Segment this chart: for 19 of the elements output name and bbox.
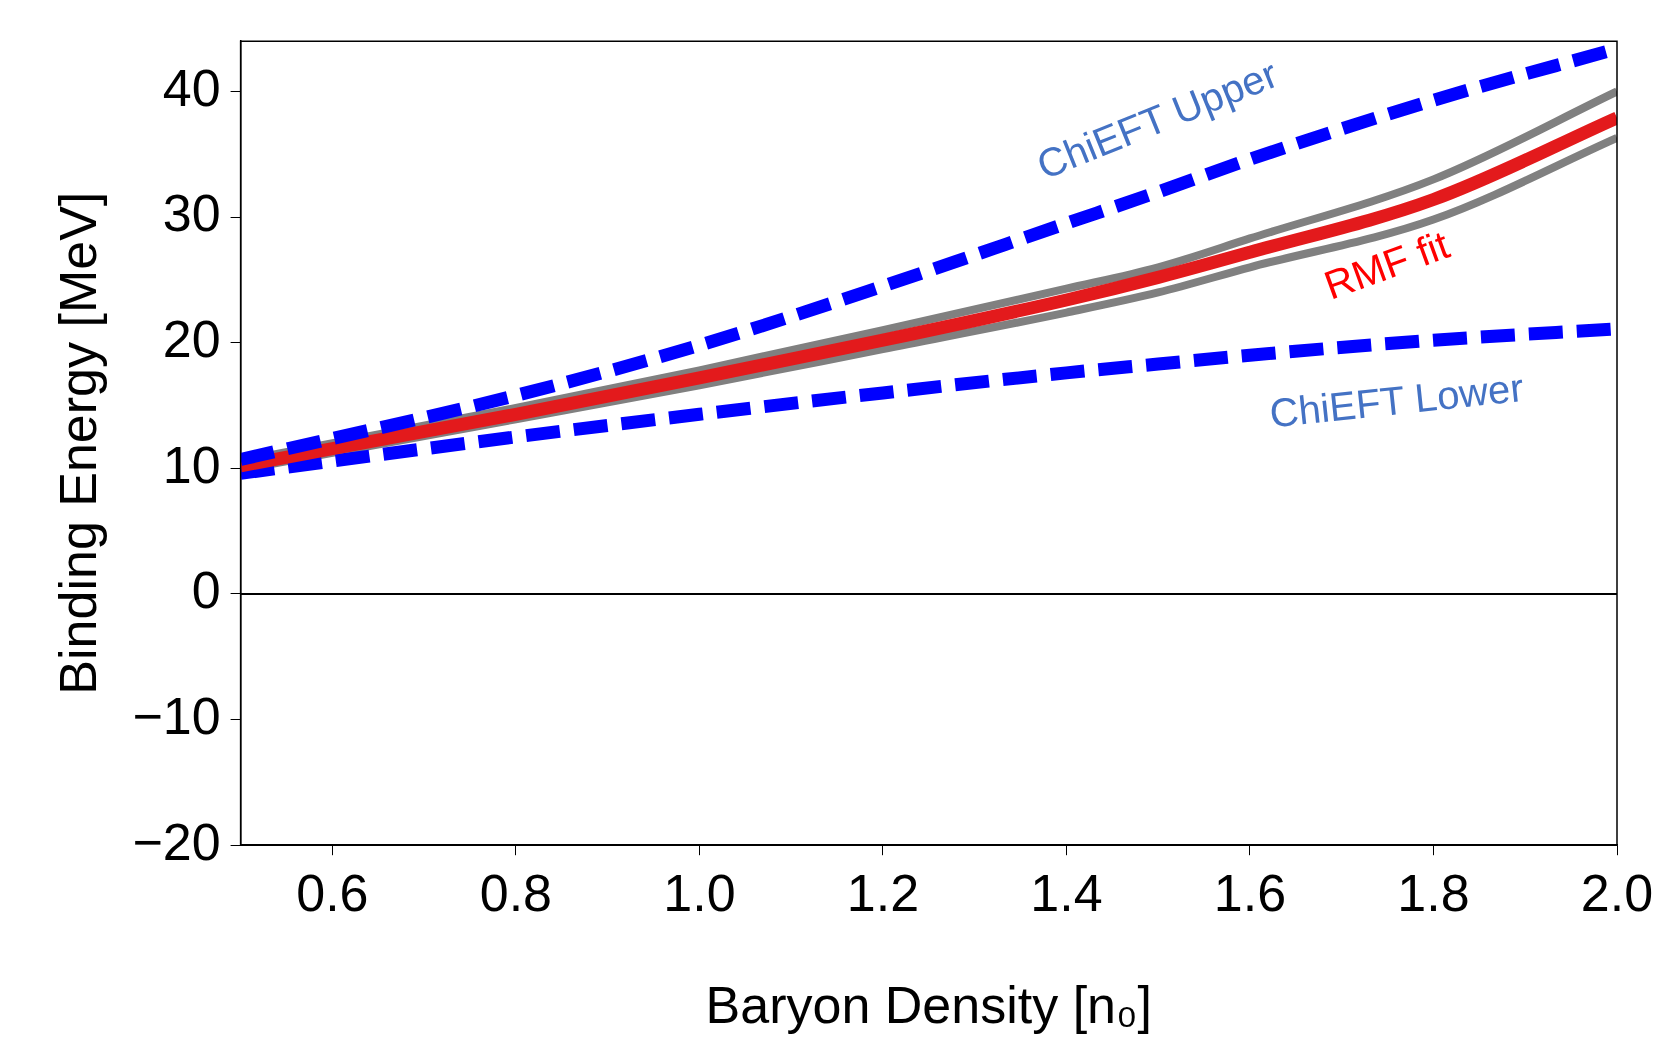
y-tick-label: 0 — [191, 561, 221, 620]
text: RMF fit — [1318, 222, 1455, 308]
y-tick-label: 30 — [162, 184, 221, 243]
y-tick-label: 40 — [162, 58, 221, 117]
x-tick-label: 1.0 — [663, 863, 736, 922]
x-tick-label: 1.4 — [1030, 863, 1103, 922]
x-tick-label: 1.6 — [1213, 863, 1287, 922]
x-tick-label: 1.8 — [1397, 863, 1470, 922]
x-tick-label: 1.2 — [846, 863, 920, 922]
y-tick-label: 10 — [162, 435, 221, 494]
y-tick-label: 20 — [162, 310, 221, 369]
x-tick-label: 2.0 — [1580, 863, 1654, 922]
x-tick-label: 0.8 — [479, 863, 553, 922]
x-tick-label: 0.6 — [296, 863, 369, 922]
text: ChiEFT Lower — [1267, 365, 1526, 436]
y-axis-title: Binding Energy [MeV] — [48, 191, 107, 695]
y-tick-label: −20 — [132, 812, 221, 871]
x-axis-title: Baryon Density [n₀] — [705, 976, 1153, 1035]
y-tick-label: −10 — [132, 686, 221, 745]
